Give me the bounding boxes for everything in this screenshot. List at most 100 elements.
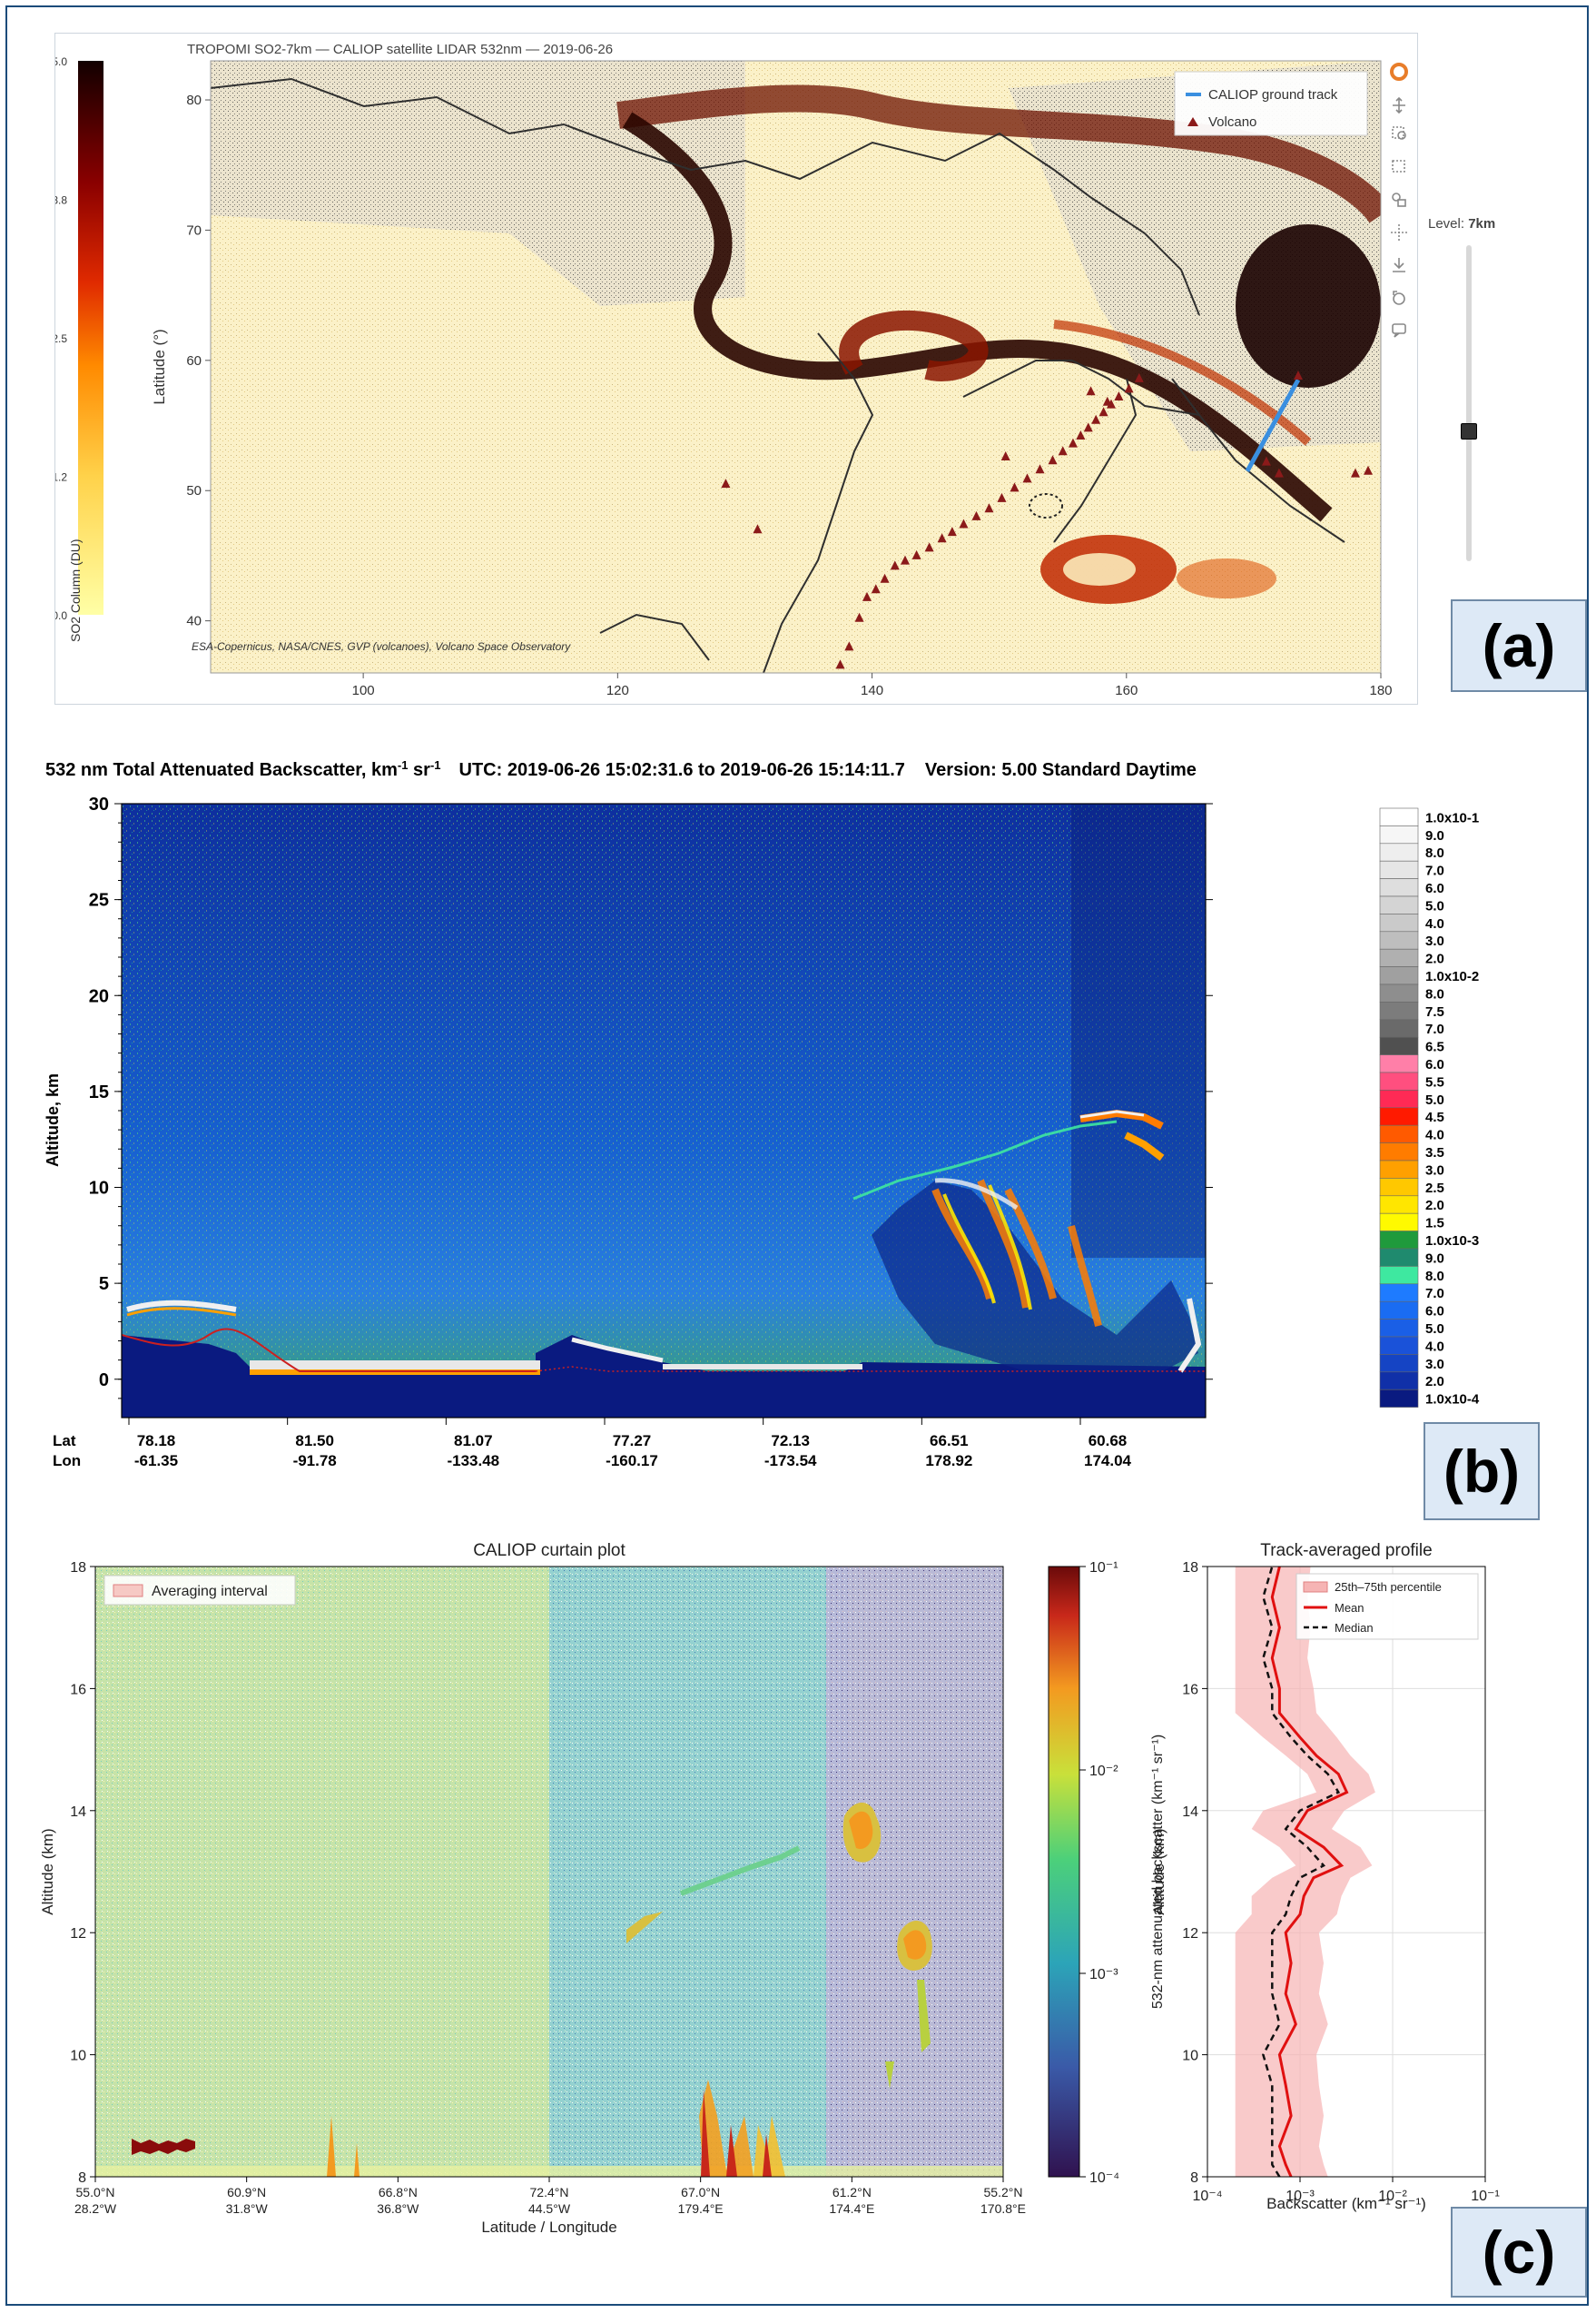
curtain-image — [95, 1567, 1003, 2177]
volcano-marker[interactable] — [984, 503, 994, 513]
help-icon[interactable] — [1392, 323, 1406, 338]
volcano-marker[interactable] — [959, 519, 969, 529]
reset-icon[interactable] — [1393, 291, 1405, 305]
mean-line — [1270, 1567, 1349, 2177]
level-value: 7km — [1468, 216, 1496, 232]
box-select-icon[interactable] — [1392, 160, 1405, 173]
volcano-marker[interactable] — [871, 584, 881, 594]
colorbar-swatch — [1379, 984, 1419, 1003]
volcano-marker[interactable] — [1134, 372, 1144, 382]
colorbar-swatch — [1379, 1054, 1419, 1073]
volcano-marker[interactable] — [1124, 383, 1134, 393]
volcano-marker[interactable] — [1022, 473, 1032, 483]
volcano-marker[interactable] — [1035, 464, 1045, 474]
volcano-marker[interactable] — [721, 479, 731, 489]
volcano-marker[interactable] — [753, 524, 763, 534]
colorbar-swatch — [1379, 1336, 1419, 1355]
volcano-marker[interactable] — [880, 573, 890, 583]
volcano-marker[interactable] — [1058, 446, 1068, 456]
lat-tick-label: 61.2°N — [832, 2185, 872, 2199]
volcano-marker[interactable] — [1274, 468, 1284, 478]
volcano-marker[interactable] — [937, 533, 947, 543]
colorbar-swatch — [1379, 1160, 1419, 1179]
volcano-marker[interactable] — [1261, 456, 1271, 466]
lat-tick-label: 55.0°N — [76, 2185, 115, 2199]
colorbar-level-label: 5.0 — [1425, 1092, 1444, 1108]
colorbar-swatch — [1379, 1300, 1419, 1320]
colorbar-swatch — [1379, 1195, 1419, 1214]
title-utc: UTC: 2019-06-26 15:02:31.6 to 2019-06-26… — [459, 760, 905, 780]
colorbar-swatch — [1379, 1283, 1419, 1302]
volcano-marker[interactable] — [900, 555, 910, 565]
volcano-marker[interactable] — [1000, 450, 1010, 460]
volcano-marker[interactable] — [1098, 407, 1108, 417]
volcano-marker[interactable] — [924, 542, 934, 552]
volcano-marker[interactable] — [1363, 465, 1373, 475]
hover-icon[interactable] — [1392, 193, 1406, 207]
lat-tick-label: 66.8°N — [379, 2185, 418, 2199]
volcano-marker[interactable] — [835, 659, 845, 669]
colorbar-level-label: 2.5 — [1425, 1181, 1444, 1196]
y-tick-label: 10 — [89, 1179, 109, 1199]
averaging-label: Averaging interval — [152, 1584, 268, 1599]
volcano-marker[interactable] — [862, 591, 872, 601]
colorbar-swatch — [1379, 1248, 1419, 1267]
lat-tick-label: 60.68 — [1089, 1432, 1128, 1449]
volcano-marker[interactable] — [1350, 468, 1360, 478]
colorbar-swatch — [1379, 878, 1419, 897]
colorbar-swatch — [1379, 1354, 1419, 1373]
colorbar-level-label: 3.0 — [1425, 1162, 1444, 1178]
volcano-marker[interactable] — [1293, 371, 1303, 381]
map-credit: ESA-Copernicus, NASA/CNES, GVP (volcanoe… — [192, 640, 571, 653]
volcano-marker[interactable] — [1010, 482, 1020, 492]
lon-tick-label: -173.54 — [764, 1452, 817, 1469]
level-slider-handle[interactable] — [1461, 423, 1477, 440]
volcano-marker[interactable] — [1106, 399, 1116, 409]
volcano-marker[interactable] — [971, 510, 981, 520]
volcano-marker[interactable] — [1114, 390, 1124, 400]
y-tick-label: 25 — [89, 891, 109, 911]
panel-a: TROPOMI SO2-7km — CALIOP satellite LIDAR… — [52, 33, 1418, 724]
lon-tick-label: 44.5°W — [528, 2201, 571, 2216]
colorbar-level-label: 7.0 — [1425, 1286, 1444, 1301]
lat-tick-label: 67.0°N — [681, 2185, 720, 2199]
save-icon[interactable] — [1393, 258, 1405, 272]
colorbar-tick-label: 10⁻¹ — [1089, 1560, 1118, 1576]
volcano-marker[interactable] — [890, 560, 900, 570]
volcano-marker[interactable] — [1083, 422, 1093, 432]
volcano-marker[interactable] — [854, 612, 864, 622]
panel-c-charts[interactable]: CALIOP curtain plot — [27, 1535, 1571, 2307]
volcano-marker[interactable] — [1068, 438, 1078, 448]
volcano-marker[interactable] — [911, 549, 921, 559]
volcano-marker[interactable] — [1102, 396, 1112, 406]
volcano-marker[interactable] — [947, 527, 957, 537]
so2-map-chart[interactable]: TROPOMI SO2-7km — CALIOP satellite LIDAR… — [52, 34, 1417, 724]
box-zoom-icon[interactable] — [1392, 126, 1406, 140]
crosshair-icon[interactable] — [1391, 224, 1407, 241]
volcano-marker[interactable] — [997, 492, 1007, 502]
colorbar-tick-label: 10⁻⁴ — [1089, 2170, 1119, 2186]
volcano-marker[interactable] — [1076, 430, 1086, 440]
bokeh-logo-icon[interactable] — [1390, 63, 1408, 81]
y-tick-label: 12 — [1182, 1926, 1198, 1942]
colorbar-tick-label: 10⁻² — [1089, 1764, 1118, 1779]
colorbar-swatch — [1379, 1371, 1419, 1390]
lon-label: Lon — [53, 1452, 81, 1469]
caliop-backscatter-chart[interactable]: 532 nm Total Attenuated Backscatter, km-… — [27, 754, 1571, 1480]
level-slider-track[interactable] — [1461, 245, 1477, 561]
y-tick-label: 10 — [1182, 2049, 1198, 2064]
pan-icon[interactable] — [1393, 96, 1405, 114]
colorbar-level-label: 5.5 — [1425, 1074, 1444, 1090]
volcano-marker[interactable] — [1086, 386, 1096, 396]
colorbar-level-label: 3.0 — [1425, 1357, 1444, 1372]
colorbar-level-label: 2.0 — [1425, 1374, 1444, 1389]
title-sup1: -1 — [398, 758, 409, 772]
colorbar-level-label: 6.0 — [1425, 1304, 1444, 1320]
so2-colorbar-ticks: 5.0 3.8 2.5 1.2 0.0 — [52, 55, 67, 622]
volcano-marker[interactable] — [1048, 455, 1058, 465]
colorbar-level-label: 4.0 — [1425, 1128, 1444, 1143]
x-tick-label: 10⁻² — [1378, 2189, 1407, 2204]
volcano-marker[interactable] — [844, 641, 854, 651]
volcano-marker[interactable] — [1091, 414, 1101, 424]
colorbar-swatch — [1379, 1178, 1419, 1197]
